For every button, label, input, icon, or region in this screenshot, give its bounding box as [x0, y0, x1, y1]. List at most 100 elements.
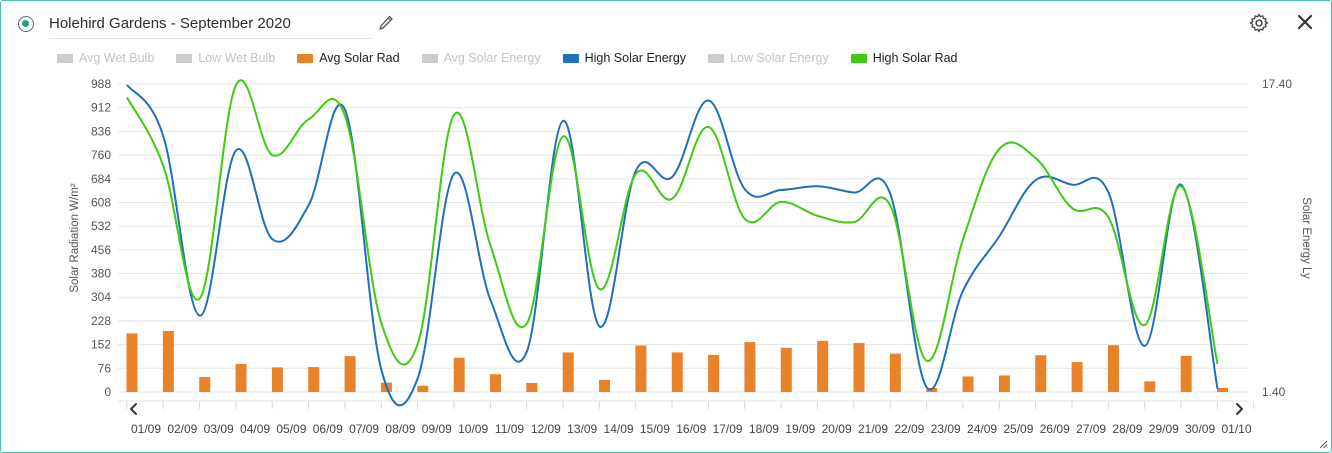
x-tick-label: 19/09 [785, 422, 815, 436]
bar-avg-solar-rad [998, 375, 1010, 392]
legend-item-high-solar-rad[interactable]: High Solar Rad [850, 51, 958, 65]
legend-label: Avg Solar Rad [319, 51, 400, 65]
x-tick-label: 12/09 [531, 422, 561, 436]
x-tick-label: 29/09 [1149, 422, 1179, 436]
page-title[interactable]: Holehird Gardens - September 2020 [49, 10, 371, 39]
bar-avg-solar-rad [1071, 362, 1083, 392]
x-tick-label: 01/10 [1221, 422, 1251, 436]
x-tick-label: 27/09 [1076, 422, 1106, 436]
legend-swatch [850, 53, 867, 63]
bar-avg-solar-rad [490, 374, 501, 392]
legend-item-low-wet-bulb[interactable]: Low Wet Bulb [176, 51, 275, 65]
bar-avg-solar-rad [1217, 387, 1228, 392]
legend-swatch [176, 53, 193, 63]
legend-label: Avg Wet Bulb [79, 51, 155, 65]
x-tick-label: 02/09 [167, 422, 197, 436]
x-tick-label: 05/09 [276, 422, 306, 436]
y-axis-title: Solar Radiation W/m² [69, 183, 81, 292]
legend-label: Low Wet Bulb [198, 51, 276, 65]
y-tick-label: 152 [91, 338, 111, 352]
bar-avg-solar-rad [780, 347, 792, 392]
legend-label: High Solar Rad [872, 51, 958, 65]
bar-avg-solar-rad [1107, 345, 1119, 392]
y-tick-label: 532 [91, 219, 111, 233]
y2-tick-label: 17.40 [1262, 77, 1292, 91]
bar-avg-solar-rad [744, 342, 756, 392]
legend-item-avg-solar-rad[interactable]: Avg Solar Rad [297, 51, 400, 65]
legend-item-low-solar-energy[interactable]: Low Solar Energy [708, 51, 829, 65]
bar-avg-solar-rad [599, 379, 611, 392]
x-tick-label: 04/09 [240, 422, 270, 436]
legend-swatch [57, 53, 73, 63]
bar-avg-solar-rad [526, 382, 538, 392]
x-tick-label: 10/09 [458, 422, 488, 436]
y-tick-label: 760 [91, 148, 111, 162]
y-tick-label: 76 [98, 361, 112, 375]
bar-avg-solar-rad [889, 353, 901, 392]
series-line-high-solar-rad [126, 79, 1219, 366]
y-tick-label: 456 [91, 243, 111, 257]
x-tick-label: 25/09 [1003, 422, 1033, 436]
x-tick-label: 11/09 [495, 422, 524, 436]
y-tick-label: 988 [91, 77, 111, 91]
bar-avg-solar-rad [162, 330, 174, 392]
bar-avg-solar-rad [853, 343, 865, 392]
x-tick-label: 13/09 [567, 422, 597, 436]
x-tick-label: 23/09 [931, 422, 961, 436]
x-tick-label: 07/09 [349, 422, 379, 436]
legend-label: Avg Solar Energy [443, 51, 541, 65]
bar-avg-solar-rad [962, 376, 974, 392]
legend-swatch [562, 53, 579, 63]
x-tick-label: 20/09 [822, 422, 852, 436]
y2-axis-title: Solar Energy Ly [1300, 197, 1312, 279]
bar-avg-solar-rad [344, 356, 356, 392]
legend-item-avg-solar-energy[interactable]: Avg Solar Energy [421, 51, 541, 65]
y-tick-label: 608 [91, 195, 111, 209]
gear-icon[interactable] [1248, 12, 1270, 34]
bar-avg-solar-rad [199, 377, 211, 392]
x-tick-label: 30/09 [1185, 422, 1215, 436]
x-tick-label: 03/09 [204, 422, 234, 436]
x-tick-label: 28/09 [1112, 422, 1142, 436]
chart-svg: 9889128367606846085324563803042281527601… [69, 77, 1312, 436]
bar-avg-solar-rad [417, 385, 429, 392]
x-tick-label: 01/09 [131, 422, 161, 436]
bar-avg-solar-rad [235, 363, 247, 392]
y-tick-label: 228 [91, 314, 111, 328]
x-tick-label: 15/09 [640, 422, 670, 436]
y-tick-label: 836 [91, 124, 111, 138]
y-tick-label: 304 [91, 290, 111, 304]
x-tick-label: 16/09 [676, 422, 706, 436]
bar-avg-solar-rad [671, 352, 683, 392]
bar-avg-solar-rad [1144, 381, 1156, 392]
bar-avg-solar-rad [635, 345, 647, 392]
pencil-icon[interactable] [378, 15, 394, 33]
bar-avg-solar-rad [271, 367, 283, 392]
legend-swatch [421, 53, 438, 63]
y-tick-label: 912 [91, 101, 111, 115]
chevron-right-icon[interactable] [1236, 403, 1243, 415]
legend-swatch [708, 53, 725, 63]
x-tick-label: 14/09 [604, 422, 634, 436]
bar-avg-solar-rad [1180, 355, 1192, 392]
close-icon[interactable] [1295, 12, 1315, 32]
x-tick-label: 08/09 [385, 422, 415, 436]
y-tick-label: 0 [104, 385, 111, 399]
radio-selected-icon[interactable] [18, 16, 34, 32]
legend-item-avg-wet-bulb[interactable]: Avg Wet Bulb [57, 51, 154, 65]
x-tick-label: 24/09 [967, 422, 997, 436]
legend-swatch [297, 53, 314, 63]
bar-avg-solar-rad [126, 333, 138, 392]
y-tick-label: 380 [91, 267, 111, 281]
x-tick-label: 21/09 [858, 422, 888, 436]
resize-handle-icon[interactable] [1319, 440, 1328, 449]
bar-avg-solar-rad [308, 367, 320, 392]
bar-avg-solar-rad [708, 354, 720, 392]
legend-item-high-solar-energy[interactable]: High Solar Energy [562, 51, 686, 65]
chart-legend: Avg Wet Bulb Low Wet Bulb Avg Solar Rad Avg… [57, 50, 980, 66]
x-tick-label: 26/09 [1040, 422, 1070, 436]
bar-avg-solar-rad [453, 357, 465, 392]
chevron-left-icon[interactable] [130, 403, 137, 415]
x-tick-label: 06/09 [313, 422, 343, 436]
